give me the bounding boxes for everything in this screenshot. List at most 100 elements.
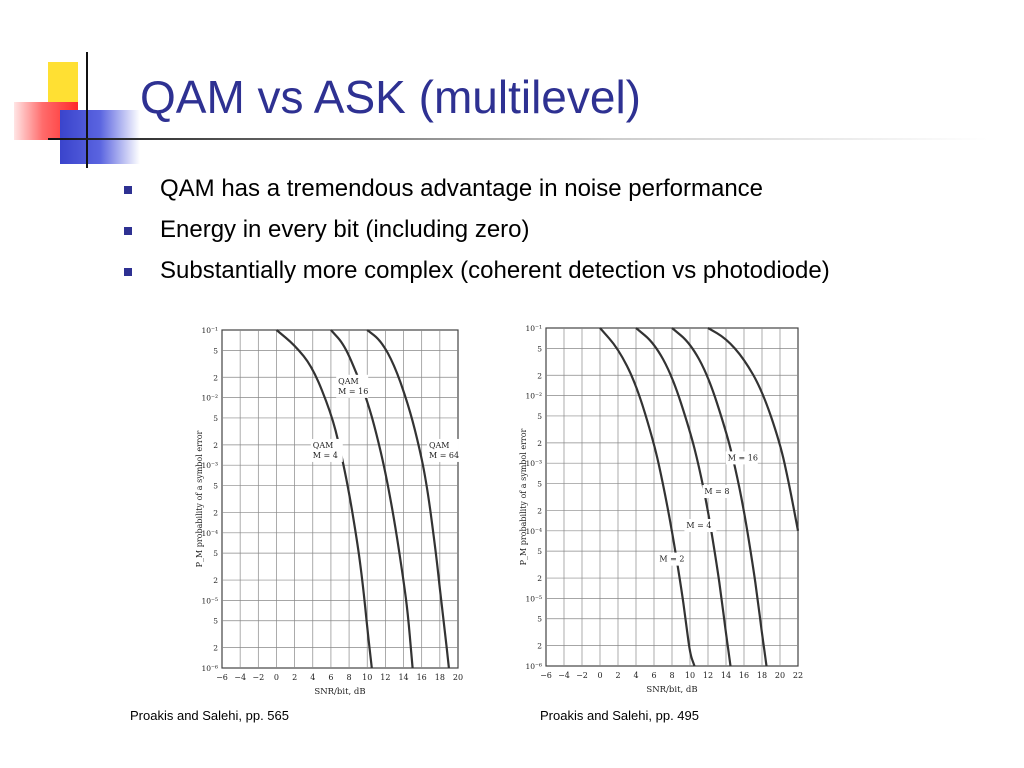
x-tick-label: 14 — [721, 671, 731, 680]
y-tick-label: 2 — [537, 642, 542, 651]
y-tick-label: 10⁻⁴ — [525, 527, 542, 536]
square-bullet-icon — [124, 268, 132, 276]
series-label-bg — [310, 438, 343, 462]
series-label: QAM — [429, 441, 450, 450]
y-tick-label: 5 — [213, 617, 218, 626]
y-tick-label: 5 — [213, 482, 218, 491]
y-tick-label: 5 — [537, 412, 542, 421]
series-label: M = 4 — [313, 451, 338, 460]
series-line — [366, 329, 450, 669]
x-tick-label: 0 — [274, 673, 279, 682]
y-tick-label: 2 — [213, 441, 218, 450]
y-tick-label: 5 — [213, 346, 218, 355]
x-tick-label: −4 — [234, 673, 246, 682]
x-tick-label: 0 — [597, 671, 602, 680]
bullet-item: Energy in every bit (including zero) — [120, 216, 830, 257]
x-tick-label: −6 — [216, 673, 228, 682]
x-tick-label: 2 — [292, 673, 297, 682]
x-tick-label: 4 — [633, 671, 638, 680]
y-axis-label: P_M probability of a symbol error — [195, 430, 204, 567]
series-label-bg — [657, 552, 690, 566]
y-axis-label: P_M probability of a symbol error — [519, 428, 528, 565]
x-tick-label: 16 — [417, 673, 427, 682]
x-tick-label: 18 — [757, 671, 767, 680]
series-line — [671, 327, 768, 667]
y-tick-label: 5 — [537, 615, 542, 624]
x-tick-label: 20 — [775, 671, 785, 680]
y-tick-label: 10⁻³ — [201, 461, 218, 470]
series-label-bg — [725, 451, 758, 465]
x-tick-label: 2 — [615, 671, 620, 680]
x-tick-label: 16 — [739, 671, 749, 680]
deco-vertical-line — [86, 52, 88, 168]
deco-blue-square — [60, 110, 140, 164]
caption-right: Proakis and Salehi, pp. 495 — [540, 708, 699, 723]
series-label-bg — [426, 438, 459, 462]
series-label-bg — [702, 485, 735, 499]
qam-error-chart: −6 −4 −2 0 2 4 6 8 10 12 14 16 18 20 10⁻¹ 5 2 10⁻² 5 2 10⁻³ 5… — [195, 326, 463, 697]
x-tick-label: −2 — [576, 671, 588, 680]
y-tick-label: 10⁻² — [201, 394, 218, 403]
x-tick-label: 8 — [669, 671, 674, 680]
x-tick-label: 8 — [347, 673, 352, 682]
x-tick-label: 6 — [651, 671, 656, 680]
bullet-text: Substantially more complex (coherent det… — [160, 257, 830, 284]
x-tick-label: 12 — [380, 673, 390, 682]
y-tick-label: 10⁻¹ — [525, 324, 542, 333]
y-tick-label: 5 — [213, 414, 218, 423]
x-tick-label: −2 — [252, 673, 264, 682]
series-line — [599, 327, 696, 667]
series-line — [635, 327, 732, 667]
bullet-list: QAM has a tremendous advantage in noise … — [120, 175, 830, 298]
y-tick-label: 10⁻⁶ — [525, 662, 542, 671]
y-tick-label: 10⁻⁵ — [201, 596, 218, 605]
y-tick-label: 10⁻⁴ — [201, 529, 218, 538]
y-tick-label: 2 — [537, 574, 542, 583]
series-label-bg — [684, 519, 717, 533]
plot-frame — [221, 329, 459, 669]
x-tick-label: 20 — [453, 673, 463, 682]
series-label: M = 8 — [704, 487, 729, 496]
bullet-text: Energy in every bit (including zero) — [160, 216, 530, 243]
y-tick-label: 10⁻³ — [525, 459, 542, 468]
x-tick-label: 10 — [685, 671, 695, 680]
y-tick-label: 2 — [213, 508, 218, 517]
series-label: M = 2 — [659, 555, 684, 564]
series-label: M = 16 — [338, 387, 368, 396]
bullet-item: Substantially more complex (coherent det… — [120, 257, 830, 298]
y-tick-label: 5 — [537, 480, 542, 489]
x-tick-label: 14 — [398, 673, 408, 682]
x-tick-label: 18 — [435, 673, 445, 682]
x-tick-label: 22 — [793, 671, 803, 680]
y-tick-label: 5 — [213, 549, 218, 558]
x-tick-label: −4 — [558, 671, 570, 680]
x-tick-label: 4 — [310, 673, 315, 682]
square-bullet-icon — [124, 227, 132, 235]
y-tick-label: 2 — [537, 371, 542, 380]
x-axis-label: SNR/bit, dB — [646, 685, 697, 695]
y-tick-label: 2 — [213, 644, 218, 653]
series-label: M = 64 — [429, 451, 459, 460]
series-label: M = 16 — [728, 453, 758, 462]
y-tick-label: 2 — [537, 506, 542, 515]
ask-error-chart: −6 −4 −2 0 2 4 6 8 10 12 14 16 18 20 2210⁻¹5210⁻²5210⁻… — [519, 324, 803, 695]
x-axis-label: SNR/bit, dB — [314, 687, 365, 697]
y-tick-label: 2 — [213, 373, 218, 382]
series-label: M = 4 — [686, 521, 711, 530]
x-tick-label: 6 — [328, 673, 333, 682]
bullet-text: QAM has a tremendous advantage in noise … — [160, 175, 764, 202]
caption-left: Proakis and Salehi, pp. 565 — [130, 708, 289, 723]
y-tick-label: 2 — [537, 439, 542, 448]
y-tick-label: 10⁻¹ — [201, 326, 218, 335]
y-tick-label: 5 — [537, 547, 542, 556]
slide-title: QAM vs ASK (multilevel) — [140, 71, 641, 123]
y-tick-label: 5 — [537, 344, 542, 353]
x-tick-label: 12 — [703, 671, 713, 680]
series-label: QAM — [338, 377, 359, 386]
bullet-item: QAM has a tremendous advantage in noise … — [120, 175, 830, 216]
deco-horizontal-line — [48, 138, 988, 140]
y-tick-label: 10⁻⁵ — [525, 594, 542, 603]
y-tick-label: 2 — [213, 576, 218, 585]
x-tick-label: 10 — [362, 673, 372, 682]
y-tick-label: 10⁻⁶ — [201, 664, 218, 673]
